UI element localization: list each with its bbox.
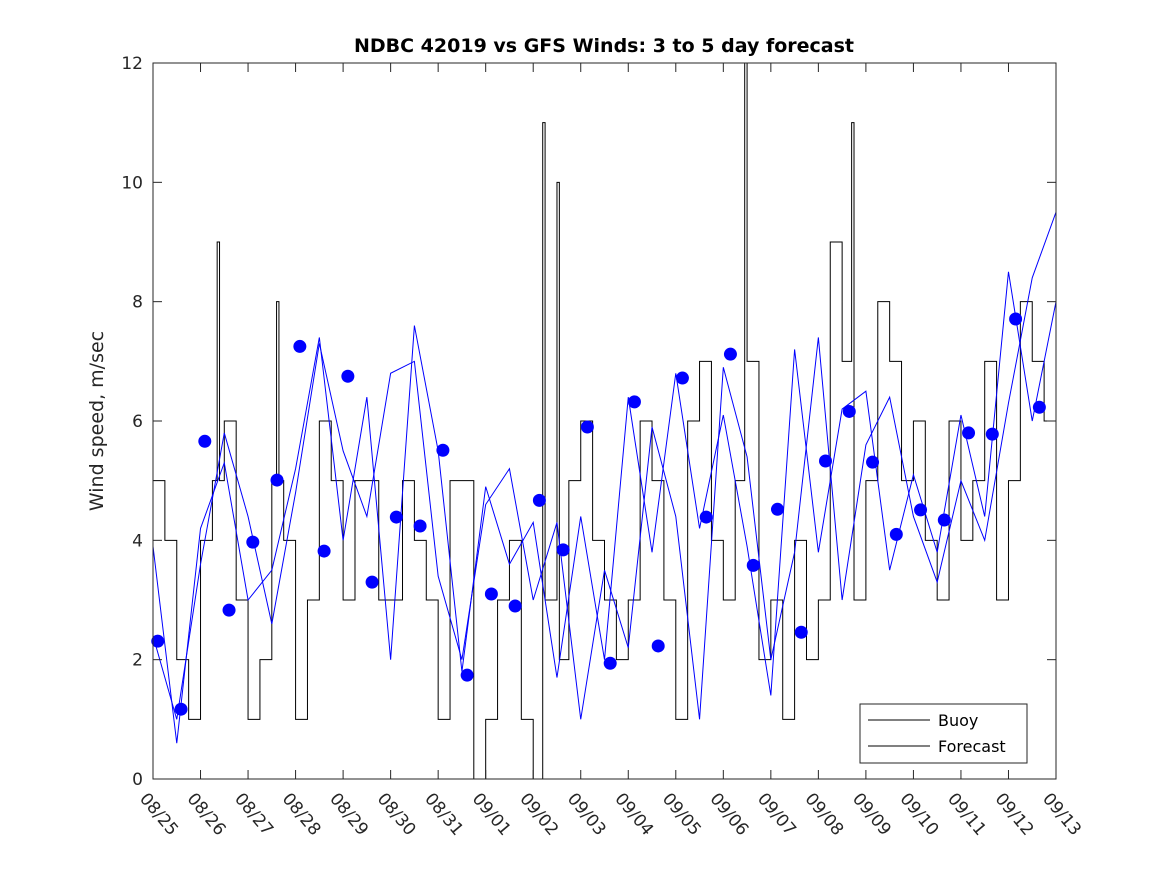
forecast-marker — [627, 395, 641, 409]
legend-forecast-label: Forecast — [938, 737, 1006, 756]
forecast-marker — [151, 634, 165, 648]
y-tick-label: 0 — [132, 770, 143, 790]
x-tick-label: 08/28 — [278, 789, 325, 839]
y-axis-label: Wind speed, m/sec — [86, 331, 108, 511]
forecast-marker — [270, 473, 284, 487]
forecast-marker — [293, 339, 307, 353]
forecast-marker — [198, 434, 212, 448]
forecast-marker — [413, 519, 427, 533]
legend-buoy-label: Buoy — [938, 711, 978, 730]
forecast-marker — [818, 454, 832, 468]
forecast-marker — [174, 702, 188, 716]
x-tick-label: 09/03 — [563, 789, 610, 839]
y-tick-label: 4 — [132, 531, 143, 551]
forecast-marker — [1009, 312, 1023, 326]
forecast-marker — [914, 503, 928, 517]
y-tick-label: 12 — [121, 54, 143, 74]
x-tick-label: 08/30 — [373, 789, 420, 839]
x-tick-label: 09/13 — [1038, 789, 1085, 839]
forecast-marker — [460, 668, 474, 682]
y-tick-label: 2 — [132, 651, 143, 671]
forecast-marker — [603, 656, 617, 670]
x-tick-label: 08/31 — [420, 789, 467, 839]
forecast-marker — [842, 404, 856, 418]
x-tick-label: 09/04 — [610, 789, 657, 839]
x-tick-label: 09/06 — [705, 789, 752, 839]
y-tick-label: 10 — [121, 173, 143, 193]
x-tick-label: 09/09 — [848, 789, 895, 839]
chart-title: NDBC 42019 vs GFS Winds: 3 to 5 day fore… — [354, 35, 854, 57]
forecast-marker — [794, 625, 808, 639]
y-tick-label: 6 — [132, 412, 143, 432]
x-tick-label: 09/12 — [991, 789, 1038, 839]
forecast-marker — [937, 513, 951, 527]
x-tick-label: 08/27 — [230, 789, 277, 839]
forecast-marker — [699, 510, 713, 524]
x-tick-label: 08/26 — [183, 789, 230, 839]
forecast-marker — [962, 426, 976, 440]
x-tick-label: 08/25 — [135, 789, 182, 839]
x-tick-label: 09/10 — [896, 789, 943, 839]
forecast-marker — [436, 443, 450, 457]
y-tick-label: 8 — [132, 293, 143, 313]
forecast-marker — [985, 427, 999, 441]
x-tick-label: 09/01 — [468, 789, 515, 839]
buoy-line — [153, 63, 1056, 779]
forecast-marker — [222, 603, 236, 617]
x-tick-label: 09/11 — [943, 789, 990, 839]
forecast-marker — [389, 510, 403, 524]
forecast-line — [153, 211, 1056, 720]
legend: Buoy Forecast — [859, 703, 1028, 764]
forecast-marker — [556, 543, 570, 557]
forecast-marker — [365, 575, 379, 589]
forecast-marker — [246, 535, 260, 549]
x-tick-label: 09/05 — [658, 789, 705, 839]
forecast-marker — [746, 558, 760, 572]
forecast-marker — [723, 347, 737, 361]
legend-box — [859, 703, 1028, 764]
forecast-marker — [675, 371, 689, 385]
forecast-marker — [341, 369, 355, 383]
forecast-marker — [580, 420, 594, 434]
x-tick-label: 09/07 — [753, 789, 800, 839]
forecast-marker — [317, 544, 331, 558]
forecast-marker — [866, 455, 880, 469]
forecast-marker — [508, 599, 522, 613]
x-tick-label: 08/29 — [325, 789, 372, 839]
forecast-marker — [532, 493, 546, 507]
x-tick-label: 09/08 — [801, 789, 848, 839]
forecast-line — [153, 271, 1056, 744]
forecast-marker — [484, 587, 498, 601]
x-tick-label: 09/02 — [515, 789, 562, 839]
plot-area — [151, 63, 1056, 779]
forecast-marker — [1032, 400, 1046, 414]
forecast-marker — [889, 527, 903, 541]
forecast-marker — [770, 502, 784, 516]
forecast-marker — [651, 639, 665, 653]
